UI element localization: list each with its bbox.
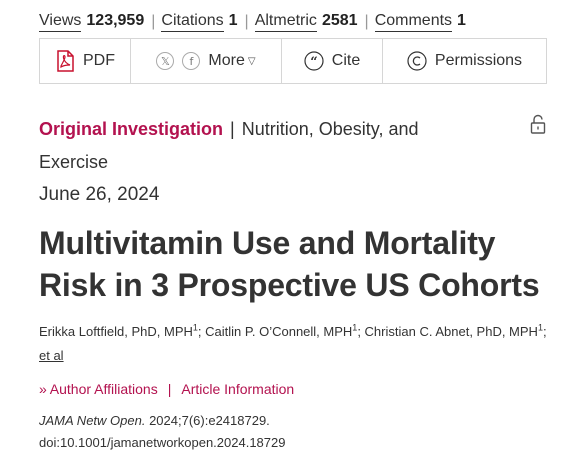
metric-altmetric-label[interactable]: Altmetric [254,12,317,32]
affiliation-marker: 1 [352,322,358,333]
publication-date: June 26, 2024 [39,184,160,205]
quote-icon: “ [304,51,324,71]
article-info-links: » Author Affiliations | Article Information [39,381,294,397]
article-toolbar: PDF 𝕏 f More ▽ “ Cite Permissions [39,38,547,84]
journal-name: JAMA Netw Open. [39,413,146,428]
doi[interactable]: doi:10.1001/jamanetworkopen.2024.18729 [39,435,286,450]
chevron-down-icon: ▽ [247,55,256,67]
copyright-icon [407,51,427,71]
metric-views[interactable]: Views 123,959 [39,12,144,32]
metric-citations-value: 1 [228,12,238,29]
author-affiliations-link[interactable]: Author Affiliations [49,381,158,397]
svg-text:“: “ [310,55,317,70]
metric-citations[interactable]: Citations 1 [161,12,238,32]
metric-comments-label[interactable]: Comments [374,12,453,32]
double-chevron-right-icon: » [39,381,47,397]
share-group: 𝕏 f More ▽ [131,39,282,83]
citation-block: JAMA Netw Open. 2024;7(6):e2418729. doi:… [39,410,285,454]
metric-views-label[interactable]: Views [39,12,82,32]
permissions-label: Permissions [434,52,523,69]
x-share-icon[interactable]: 𝕏 [156,52,175,70]
links-divider: | [167,381,172,397]
article-information-link[interactable]: Article Information [181,381,295,397]
article-topic-link[interactable]: Nutrition, Obesity, and Exercise [39,119,419,172]
pdf-button[interactable]: PDF [40,39,131,83]
article-metrics: Views 123,959 | Citations 1 | Altmetric … [39,12,466,32]
metric-divider: | [151,13,156,30]
facebook-share-icon[interactable]: f [182,52,201,70]
article-type-link[interactable]: Original Investigation [39,119,224,139]
citation-ref: 2024;7(6):e2418729. [149,413,270,428]
metric-comments-value: 1 [457,12,466,29]
metric-citations-label[interactable]: Citations [161,12,224,32]
unlock-icon [529,114,547,134]
permissions-button[interactable]: Permissions [383,39,546,83]
author-name[interactable]: Erikka Loftfield, PhD, MPH [39,324,193,339]
category-divider: | [230,119,235,139]
metric-altmetric-value: 2581 [321,12,358,29]
affiliation-marker: 1 [192,322,198,333]
pdf-icon [55,50,75,72]
metric-divider: | [244,13,249,30]
et-al-link[interactable]: et al [39,348,64,363]
metric-comments[interactable]: Comments 1 [374,12,466,32]
metric-divider: | [364,13,369,30]
cite-label: Cite [331,52,361,69]
author-name[interactable]: Christian C. Abnet, PhD, MPH [364,324,538,339]
article-category: Original Investigation | Nutrition, Obes… [39,113,479,179]
author-name[interactable]: Caitlin P. O’Connell, MPH [205,324,353,339]
author-list: Erikka Loftfield, PhD, MPH1; Caitlin P. … [39,322,547,363]
cite-button[interactable]: “ Cite [282,39,383,83]
affiliation-marker: 1 [537,322,543,333]
article-title: Multivitamin Use and Mortality Risk in 3… [39,225,540,303]
pdf-label: PDF [83,52,115,69]
more-label: More [208,52,245,69]
metric-altmetric[interactable]: Altmetric 2581 [254,12,358,32]
more-share-button[interactable]: More ▽ [208,52,255,70]
metric-views-value: 123,959 [86,12,145,29]
